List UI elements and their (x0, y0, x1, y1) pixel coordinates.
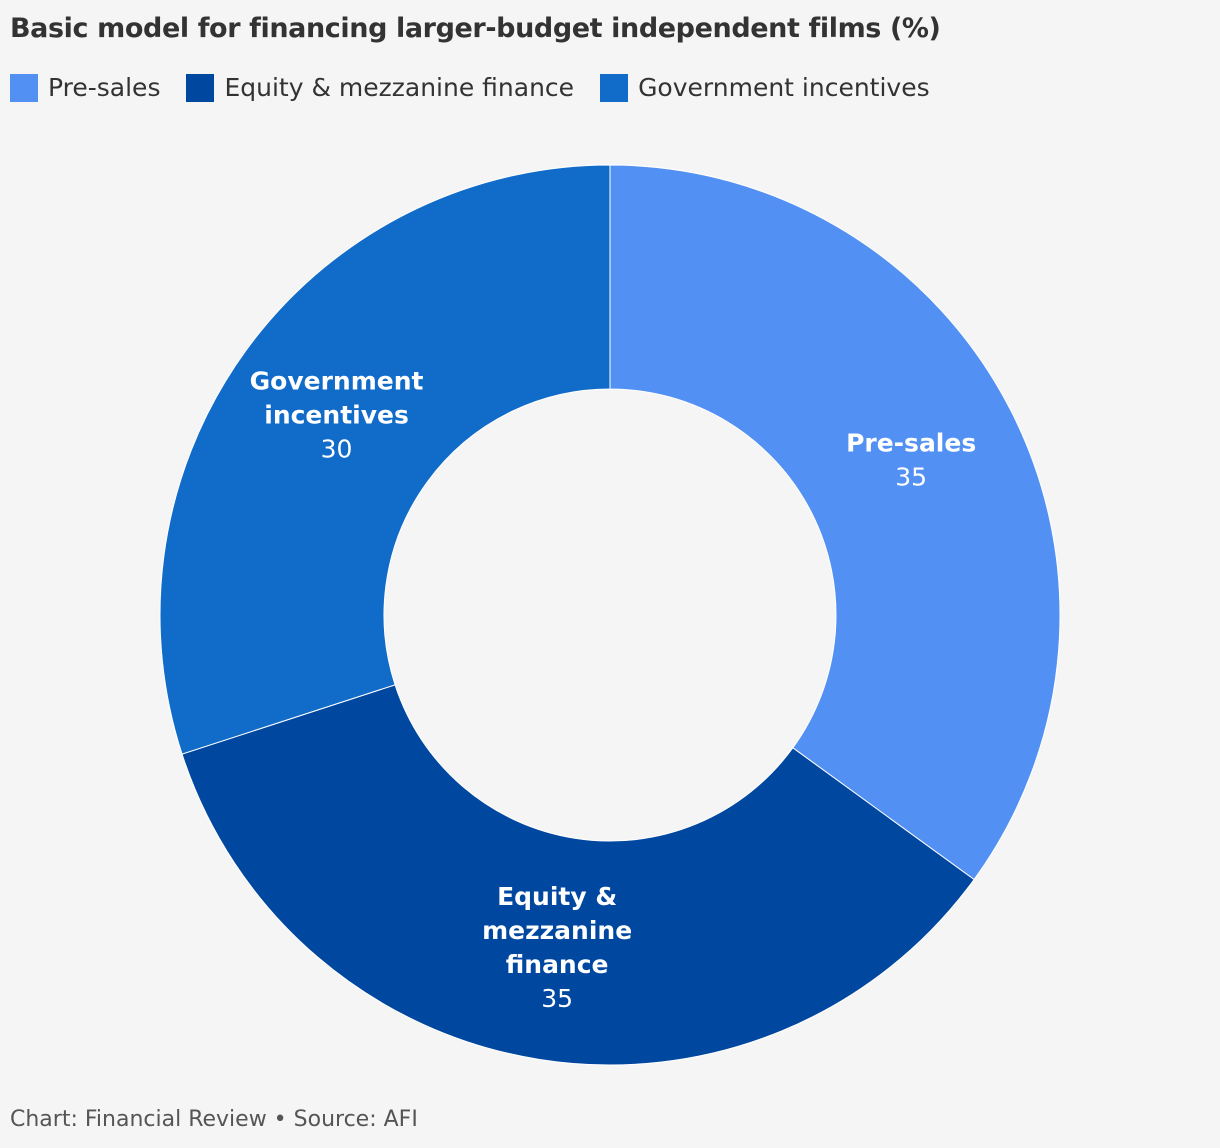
legend-label: Pre-sales (48, 73, 161, 102)
chart-footer: Chart: Financial Review • Source: AFI (10, 1107, 418, 1132)
donut-slice-pre-sales (609, 164, 1061, 881)
legend-label: Government incentives (638, 73, 930, 102)
legend-item-pre-sales: Pre-sales (10, 73, 160, 102)
slice-value-label: 35 (541, 984, 573, 1013)
chart-legend: Pre-sales Equity & mezzanine finance Gov… (10, 73, 956, 102)
chart-title: Basic model for financing larger-budget … (10, 13, 941, 44)
slice-label-group: Pre-sales 35 (846, 429, 976, 492)
slice-label-group: Government incentives 30 (250, 366, 424, 463)
slice-value-label: 35 (895, 463, 927, 492)
slice-value-label: 30 (321, 434, 353, 463)
slice-label-group: Equity & mezzanine finance 35 (482, 882, 632, 1013)
legend-swatch (600, 73, 629, 102)
legend-swatch (10, 73, 38, 102)
slice-label: Government (250, 366, 424, 395)
legend-item-government: Government incentives (600, 73, 930, 102)
legend-item-equity: Equity & mezzanine finance (186, 73, 574, 102)
slice-label: Equity & (497, 882, 617, 911)
donut-slice-equity-mezzanine-finance (181, 684, 975, 1066)
slice-label: finance (506, 950, 609, 979)
donut-slice-government-incentives (159, 164, 611, 755)
slice-label: incentives (264, 400, 409, 429)
legend-label: Equity & mezzanine finance (224, 73, 575, 102)
slice-label: Pre-sales (846, 429, 976, 458)
legend-swatch (186, 73, 215, 102)
slice-label: mezzanine (482, 916, 632, 945)
